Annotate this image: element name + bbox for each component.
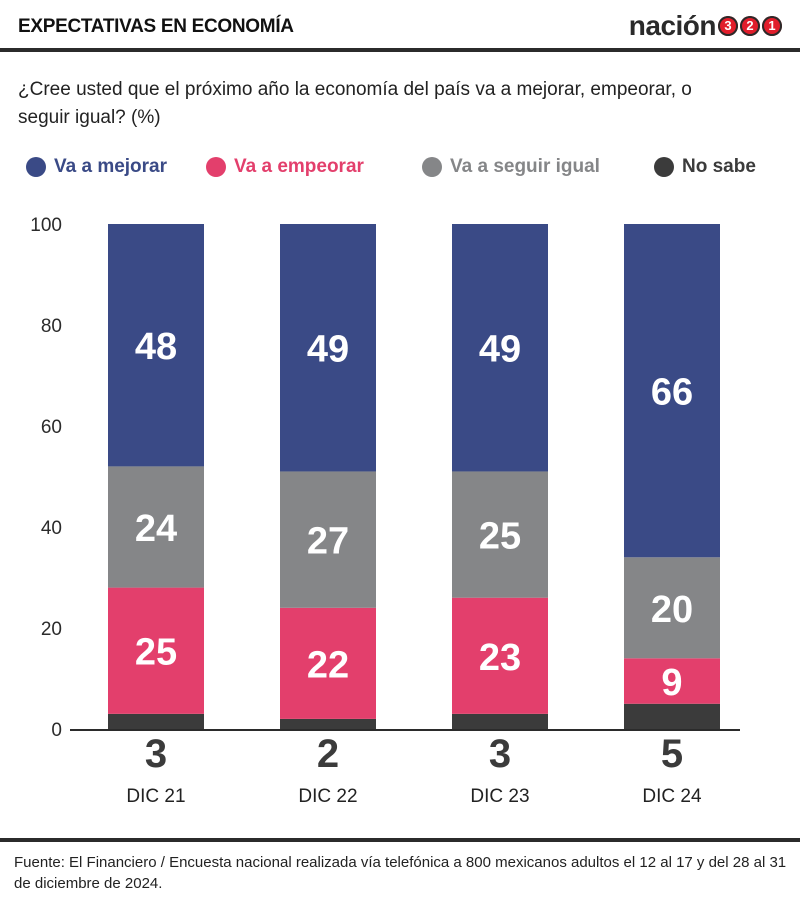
logo-badge-2: 2 (740, 16, 760, 36)
bar-segment-va-a-empeorar (452, 597, 548, 714)
legend-item-no-sabe: No sabe (654, 156, 756, 178)
y-tick-label: 20 (41, 619, 62, 640)
logo-badge-1: 1 (762, 16, 782, 36)
y-tick-label: 100 (30, 215, 62, 236)
data-label-no-sabe: 3 (489, 732, 511, 776)
top-divider (0, 48, 800, 52)
brand-logo: nación 3 2 1 (629, 8, 782, 44)
data-label-va-a-mejorar: 49 (307, 329, 349, 371)
data-label-va-a-seguir-igual: 27 (307, 521, 349, 563)
data-label-va-a-empeorar: 22 (307, 644, 349, 686)
legend-label-no-sabe: No sabe (682, 156, 756, 177)
x-category-label: DIC 22 (298, 786, 357, 807)
data-label-va-a-seguir-igual: 24 (135, 508, 177, 550)
bar-segment-va-a-mejorar (452, 224, 548, 472)
x-category-label: DIC 24 (642, 786, 702, 807)
bar-segment-va-a-empeorar (280, 607, 376, 719)
legend-label-mejorar: Va a mejorar (54, 156, 168, 177)
legend-swatch-igual (422, 157, 442, 177)
bar-segment-va-a-mejorar (108, 224, 204, 467)
bar-segment-va-a-empeorar (108, 587, 204, 714)
legend-swatch-no-sabe (654, 157, 674, 177)
y-tick-label: 60 (41, 417, 62, 438)
data-label-no-sabe: 3 (145, 732, 167, 776)
data-label-va-a-seguir-igual: 20 (651, 589, 693, 631)
y-tick-label: 40 (41, 518, 62, 539)
logo-text: nación (628, 10, 717, 41)
legend-swatch-empeorar (206, 157, 226, 177)
y-tick-label: 0 (51, 720, 62, 741)
logo-badge-3: 3 (718, 16, 738, 36)
legend-label-empeorar: Va a empeorar (234, 156, 364, 177)
bar-segment-va-a-seguir-igual (280, 471, 376, 608)
data-label-va-a-empeorar: 9 (661, 662, 682, 704)
bar-segment-va-a-empeorar (624, 658, 720, 704)
bar-segment-va-a-seguir-igual (108, 466, 204, 588)
data-label-va-a-mejorar: 66 (651, 372, 693, 414)
data-label-va-a-mejorar: 48 (135, 326, 177, 368)
data-label-no-sabe: 5 (661, 732, 683, 776)
page-title: EXPECTATIVAS EN ECONOMÍA (18, 16, 294, 37)
data-label-va-a-seguir-igual: 25 (479, 516, 521, 558)
bar-segment-va-a-mejorar (624, 224, 720, 558)
data-label-va-a-empeorar: 23 (479, 637, 521, 679)
legend-swatch-mejorar (26, 157, 46, 177)
bar-segment-va-a-mejorar (280, 224, 376, 472)
data-label-no-sabe: 2 (317, 732, 339, 776)
legend-item-empeorar: Va a empeorar (206, 156, 364, 178)
bar-segment-no-sabe (452, 713, 548, 729)
bar-segment-no-sabe (108, 713, 204, 729)
data-label-va-a-mejorar: 49 (479, 329, 521, 371)
legend-item-mejorar: Va a mejorar (26, 156, 167, 178)
bottom-divider (0, 838, 800, 842)
legend-item-igual: Va a seguir igual (422, 156, 600, 178)
stacked-bar-chart: 0 20 40 60 80 100 25 24 48 3 DIC 21 22 27 49 2 DIC 22 23… (30, 215, 740, 807)
bar-segment-va-a-seguir-igual (452, 471, 548, 598)
chart-legend: Va a mejorar Va a empeorar Va a seguir i… (26, 156, 786, 186)
y-tick-label: 80 (41, 316, 62, 337)
bar-segment-no-sabe (280, 718, 376, 729)
x-category-label: DIC 23 (470, 786, 529, 807)
data-label-va-a-empeorar: 25 (135, 632, 177, 674)
bar-segment-va-a-seguir-igual (624, 557, 720, 659)
x-category-label: DIC 21 (126, 786, 185, 807)
header: EXPECTATIVAS EN ECONOMÍA nación 3 2 1 (0, 0, 800, 50)
source-note: Fuente: El Financiero / Encuesta naciona… (14, 854, 787, 892)
legend-label-igual: Va a seguir igual (450, 156, 600, 177)
survey-question: ¿Cree usted que el próximo año la econom… (18, 79, 692, 128)
bar-segment-no-sabe (624, 703, 720, 729)
